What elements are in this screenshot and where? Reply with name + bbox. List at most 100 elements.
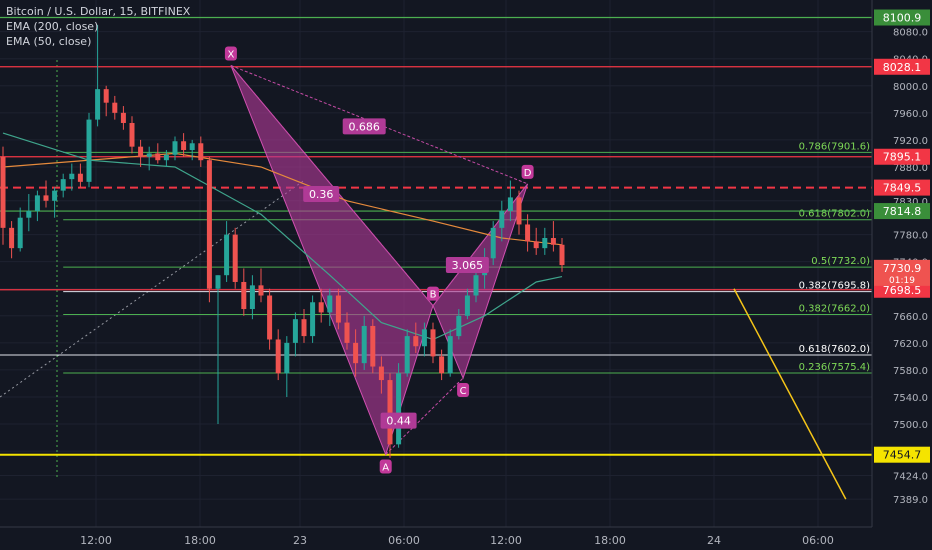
level-price-tag bbox=[874, 58, 930, 75]
fib-level-label: 0.382(7695.8) bbox=[799, 281, 871, 292]
price-tick-label: 7540.0 bbox=[893, 393, 928, 404]
candle-body bbox=[533, 241, 539, 249]
level-price-tag bbox=[874, 9, 930, 26]
candle-body bbox=[103, 89, 109, 103]
candle-body bbox=[292, 319, 298, 343]
candle-body bbox=[310, 302, 316, 337]
candle-body bbox=[138, 146, 144, 157]
current-price-countdown: 01:19 bbox=[889, 276, 915, 286]
pattern-point-label: B bbox=[430, 290, 437, 301]
price-tick-label: 8080.0 bbox=[893, 28, 928, 39]
candle-body bbox=[249, 285, 255, 310]
pattern-ratio-line bbox=[230, 65, 528, 185]
candle-body bbox=[232, 234, 238, 282]
candle-body bbox=[52, 190, 58, 201]
candle-body bbox=[430, 329, 436, 357]
fib-level-label: 0.236(7575.4) bbox=[799, 362, 871, 373]
indicator-ema50-label: EMA (50, close) bbox=[6, 35, 92, 48]
fib-level-label: 0.5(7732.0) bbox=[811, 256, 870, 267]
price-tick-label: 7389.0 bbox=[893, 495, 928, 506]
candle-body bbox=[378, 366, 384, 381]
pattern-point-label: A bbox=[382, 462, 389, 473]
price-tick-label: 7620.0 bbox=[893, 339, 928, 350]
candle-body bbox=[172, 141, 178, 155]
pattern-point-label: X bbox=[227, 49, 234, 60]
candle-body bbox=[404, 336, 410, 374]
candle-body bbox=[198, 143, 204, 161]
level-price-tag bbox=[874, 446, 930, 463]
fib-level-label: 0.618(7602.0) bbox=[799, 344, 871, 355]
candle-body bbox=[189, 143, 195, 151]
pattern-point-box bbox=[457, 383, 470, 398]
pattern-ratio-box bbox=[342, 118, 386, 135]
candle-body bbox=[129, 122, 135, 147]
candle-body bbox=[301, 319, 307, 337]
candle-body bbox=[318, 302, 324, 313]
candle-body bbox=[550, 237, 556, 245]
pattern-ratio-label: 0.44 bbox=[386, 415, 411, 428]
candle-body bbox=[327, 295, 333, 313]
price-tick-label: 7500.0 bbox=[893, 420, 928, 431]
pattern-ratio-line bbox=[230, 65, 434, 306]
level-price-tag bbox=[874, 148, 930, 165]
candle-body bbox=[361, 325, 367, 364]
candle-body bbox=[559, 244, 565, 266]
candle-body bbox=[464, 295, 470, 316]
candle-body bbox=[215, 275, 221, 289]
pattern-ratio-box bbox=[303, 186, 340, 203]
candle-body bbox=[120, 112, 126, 123]
pattern-point-box bbox=[427, 286, 439, 301]
chart-legend: Bitcoin / U.S. Dollar, 15, BITFINEX EMA … bbox=[6, 4, 190, 49]
candle-body bbox=[507, 197, 513, 211]
candle-body bbox=[421, 329, 427, 347]
candle-body bbox=[344, 322, 350, 343]
pattern-point-box bbox=[521, 164, 534, 179]
level-price-tag-label: 8028.1 bbox=[883, 61, 922, 74]
fib-level-label: 0.382(7662.0) bbox=[799, 303, 871, 314]
price-tick-label: 7880.0 bbox=[893, 163, 928, 174]
level-price-tag bbox=[874, 203, 930, 220]
price-tick-label: 7780.0 bbox=[893, 231, 928, 242]
ema50-line bbox=[2, 132, 563, 341]
candle-body bbox=[17, 217, 23, 249]
candle-body bbox=[95, 89, 101, 120]
price-tick-label: 7424.0 bbox=[893, 471, 928, 482]
price-tick-label: 7660.0 bbox=[893, 312, 928, 323]
indicator-ema200-label: EMA (200, close) bbox=[6, 20, 99, 33]
candle-body bbox=[516, 197, 522, 225]
candle-body bbox=[77, 173, 83, 182]
candle-body bbox=[370, 325, 376, 367]
pattern-triangle-bcd bbox=[432, 183, 529, 380]
level-price-tag-label: 7895.1 bbox=[883, 151, 922, 164]
pattern-ratio-label: 3.065 bbox=[452, 259, 484, 272]
candle-body bbox=[542, 237, 548, 249]
pattern-ratio-line bbox=[432, 183, 528, 306]
level-price-tag-label: 8100.9 bbox=[883, 12, 922, 25]
candle-body bbox=[9, 227, 15, 249]
time-axis-panel bbox=[0, 527, 872, 550]
candle-body bbox=[387, 380, 393, 445]
pattern-point-label: C bbox=[460, 386, 467, 397]
price-tick-label: 7580.0 bbox=[893, 366, 928, 377]
candle-body bbox=[396, 373, 402, 445]
candle-body bbox=[413, 336, 419, 347]
candle-body bbox=[163, 154, 169, 161]
time-tick-label: 12:00 bbox=[490, 534, 522, 547]
chart-title: Bitcoin / U.S. Dollar, 15, BITFINEX bbox=[6, 5, 191, 18]
pattern-point-box bbox=[379, 459, 392, 474]
candle-body bbox=[490, 227, 496, 259]
fib-level-label: 0.618(7802.0) bbox=[799, 209, 871, 220]
level-price-tag-label: 7454.7 bbox=[883, 449, 922, 462]
candle-body bbox=[155, 153, 161, 161]
current-price-tag bbox=[874, 259, 930, 286]
time-tick-label: 23 bbox=[293, 534, 307, 547]
candle-body bbox=[439, 356, 445, 374]
pattern-ratio-line bbox=[385, 377, 464, 455]
pattern-ratio-label: 0.686 bbox=[348, 120, 380, 133]
candle-body bbox=[60, 179, 66, 191]
candle-body bbox=[258, 285, 264, 296]
candle-body bbox=[473, 275, 479, 296]
candle-body bbox=[447, 336, 453, 374]
price-tick-label: 7960.0 bbox=[893, 109, 928, 120]
